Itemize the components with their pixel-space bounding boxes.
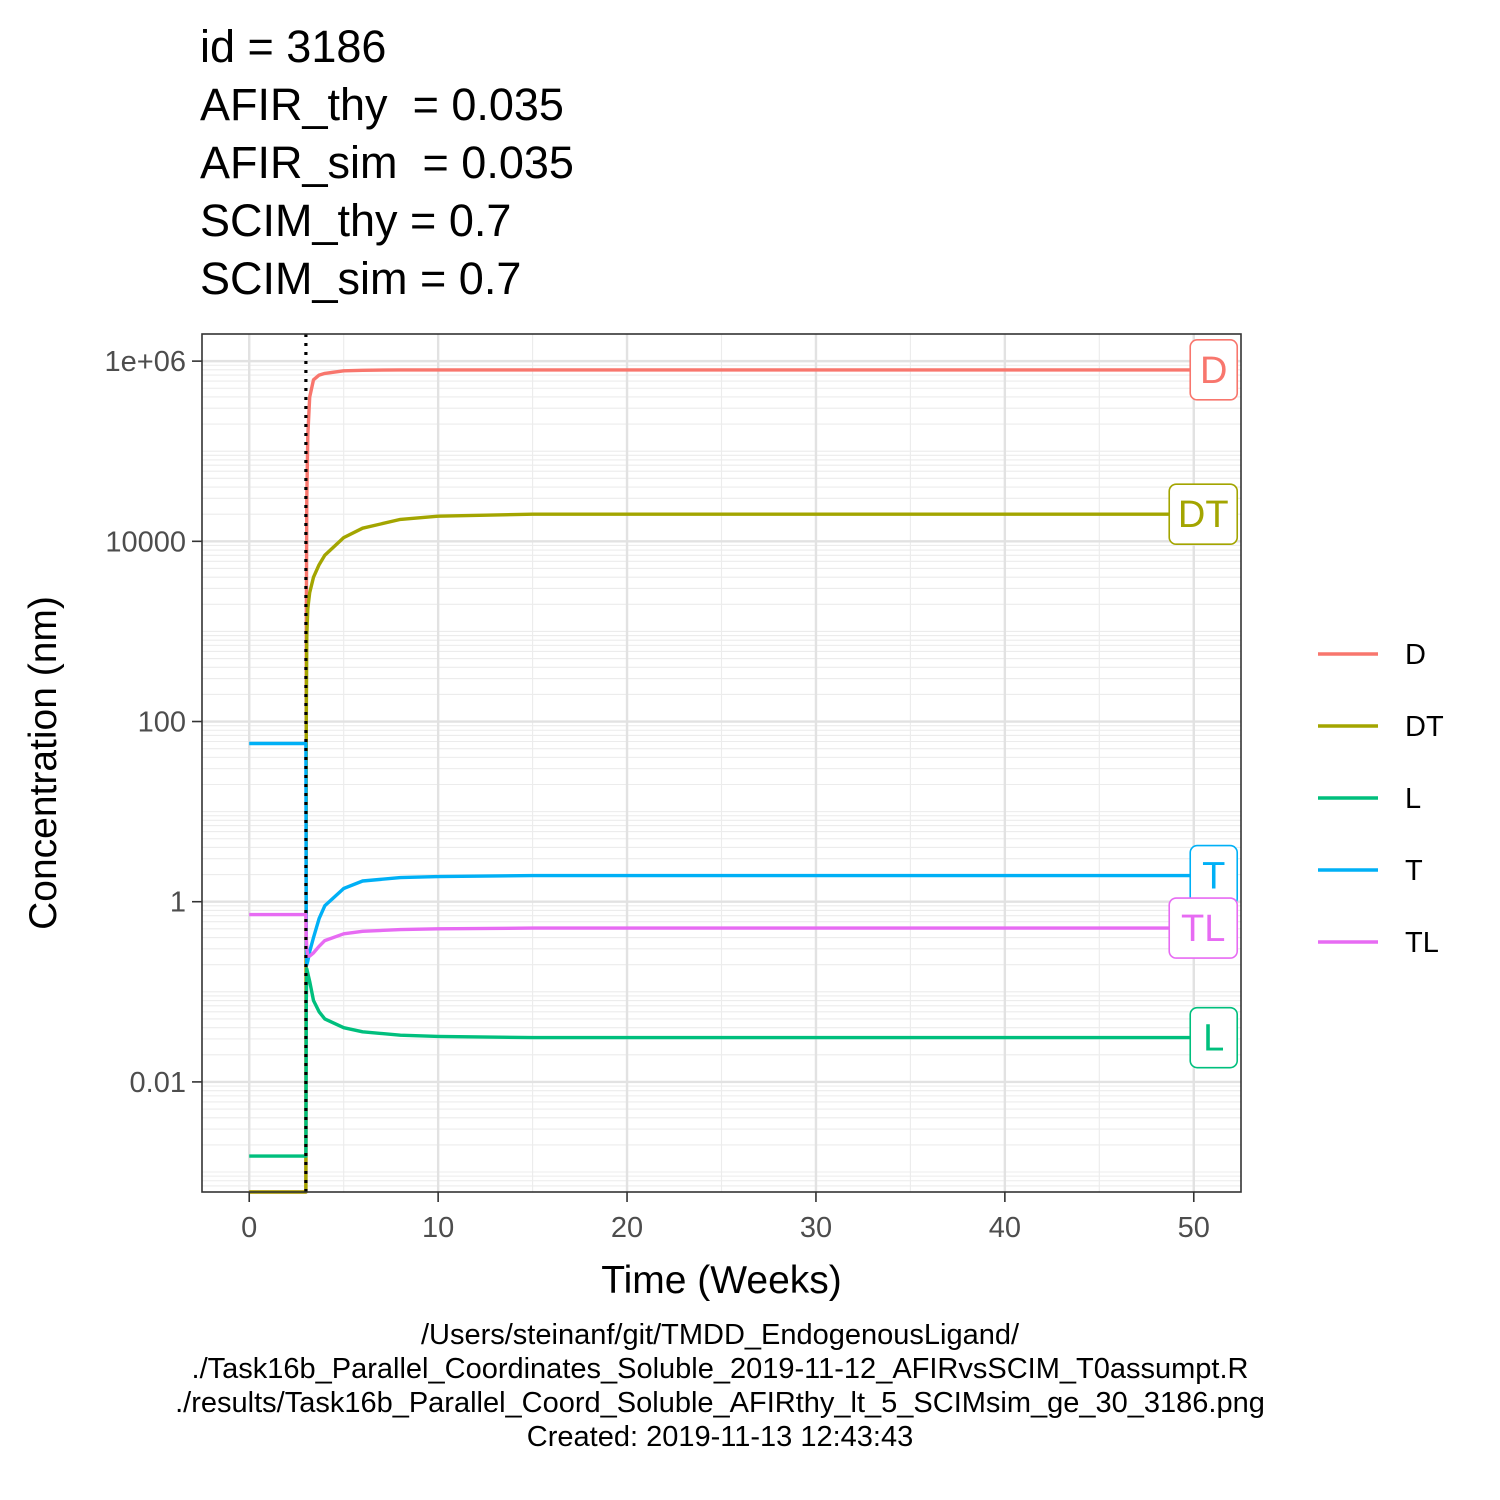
legend-label-dt: DT bbox=[1405, 711, 1444, 743]
title-line: id = 3186 bbox=[200, 21, 387, 72]
x-tick-label: 20 bbox=[611, 1212, 643, 1244]
y-tick-label: 10000 bbox=[105, 526, 186, 558]
x-tick-label: 30 bbox=[800, 1212, 832, 1244]
y-tick-label: 1e+06 bbox=[105, 346, 186, 378]
y-axis-title: Concentration (nm) bbox=[22, 596, 65, 930]
end-label-box-tl bbox=[1168, 897, 1239, 959]
end-label-l: L bbox=[1203, 1018, 1224, 1060]
chart-title: id = 3186 AFIR_thy = 0.035 AFIR_sim = 0.03… bbox=[200, 18, 574, 308]
caption: /Users/steinanf/git/TMDD_EndogenousLigan… bbox=[0, 1318, 1440, 1454]
end-label-box-d bbox=[1189, 339, 1239, 401]
title-line: SCIM_thy = 0.7 bbox=[200, 195, 512, 246]
end-label-tl: TL bbox=[1181, 908, 1225, 950]
end-label-d: D bbox=[1200, 350, 1227, 392]
x-tick-label: 50 bbox=[1178, 1212, 1210, 1244]
caption-line: ./results/Task16b_Parallel_Coord_Soluble… bbox=[175, 1387, 1265, 1419]
series-line-d bbox=[249, 368, 1194, 1194]
major-grid bbox=[202, 334, 1241, 1192]
legend-label-tl: TL bbox=[1405, 927, 1439, 959]
y-tick-label: 0.01 bbox=[130, 1067, 186, 1099]
legend-label-t: T bbox=[1405, 855, 1423, 887]
plot-panel-border bbox=[201, 333, 1242, 1193]
caption-line: Created: 2019-11-13 12:43:43 bbox=[526, 1421, 914, 1453]
legend-label-l: L bbox=[1405, 783, 1421, 815]
x-tick-label: 40 bbox=[989, 1212, 1021, 1244]
end-label-dt: DT bbox=[1178, 494, 1229, 536]
y-tick-label: 100 bbox=[138, 707, 186, 739]
title-line: AFIR_sim = 0.035 bbox=[200, 137, 574, 188]
y-tick-label: 1 bbox=[170, 887, 186, 919]
caption-line: /Users/steinanf/git/TMDD_EndogenousLigan… bbox=[420, 1319, 1020, 1351]
title-line: AFIR_thy = 0.035 bbox=[200, 79, 564, 130]
legend-label-d: D bbox=[1405, 639, 1426, 671]
x-tick-label: 0 bbox=[241, 1212, 257, 1244]
end-labels: D DT L T TL bbox=[1168, 339, 1239, 1069]
series-line-t bbox=[249, 741, 1194, 967]
axes: 0 10 20 30 40 50 0.01 1 100 10000 1e+06 Time (Weeks… bbox=[22, 346, 1210, 1302]
x-axis-title: Time (Weeks) bbox=[601, 1259, 842, 1302]
end-label-t: T bbox=[1202, 856, 1225, 898]
title-line: SCIM_sim = 0.7 bbox=[200, 253, 522, 304]
legend: D DT L T TL bbox=[1318, 639, 1444, 959]
caption-line: ./Task16b_Parallel_Coordinates_Soluble_2… bbox=[191, 1353, 1249, 1385]
x-tick-label: 10 bbox=[422, 1212, 454, 1244]
end-label-box-l bbox=[1189, 1006, 1239, 1069]
minor-grid bbox=[202, 333, 1241, 1193]
end-label-box-dt bbox=[1168, 483, 1239, 545]
